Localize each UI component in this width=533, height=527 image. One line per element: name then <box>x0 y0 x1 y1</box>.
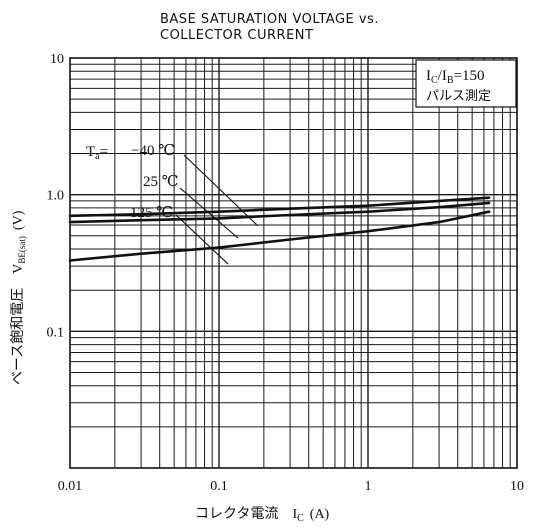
leader-line-25 <box>179 187 239 239</box>
series-lines <box>68 196 491 262</box>
plot-frame <box>69 57 518 469</box>
leader-line-minus40 <box>183 154 259 227</box>
condition-ratio: IC/IB=150 <box>426 68 484 86</box>
condition-pulse-measure: パルス測定 <box>426 88 491 103</box>
grid-lines <box>70 58 517 468</box>
condition-box: IC/IB=150 パルス測定 <box>415 59 517 108</box>
x-axis-label: コレクタ電流 IC (A) <box>195 506 330 524</box>
series-line-1 <box>68 201 491 224</box>
chart-title-line2: COLLECTOR CURRENT <box>160 28 313 43</box>
y-axis-label: ベース飽和電圧 VBE(sat)(V) <box>9 210 27 385</box>
series-labels: Ta= −40 ℃ 25 ℃ 125 ℃ <box>86 143 259 265</box>
leader-line-125 <box>175 214 229 265</box>
x-tick-label: 10 <box>510 479 524 494</box>
x-tick-label: 0.1 <box>210 479 228 494</box>
condition-box-frame <box>415 59 517 108</box>
y-tick-label: 0.1 <box>47 325 65 340</box>
series-label-minus40: −40 ℃ <box>131 143 175 159</box>
y-tick-labels: 10 1.0 0.1 <box>47 52 65 340</box>
x-tick-label: 0.01 <box>58 479 83 494</box>
series-label-125: 125 ℃ <box>130 205 173 221</box>
series-line-2 <box>68 210 491 262</box>
y-tick-label: 1.0 <box>47 189 65 204</box>
series-label-25: 25 ℃ <box>143 174 179 190</box>
ta-label: Ta= <box>86 144 108 162</box>
y-tick-label: 10 <box>50 52 64 67</box>
series-line-0 <box>68 196 491 218</box>
x-tick-label: 1 <box>365 479 372 494</box>
chart-title-line1: BASE SATURATION VOLTAGE vs. <box>160 12 379 27</box>
x-tick-labels: 0.01 0.1 1 10 <box>58 479 524 494</box>
